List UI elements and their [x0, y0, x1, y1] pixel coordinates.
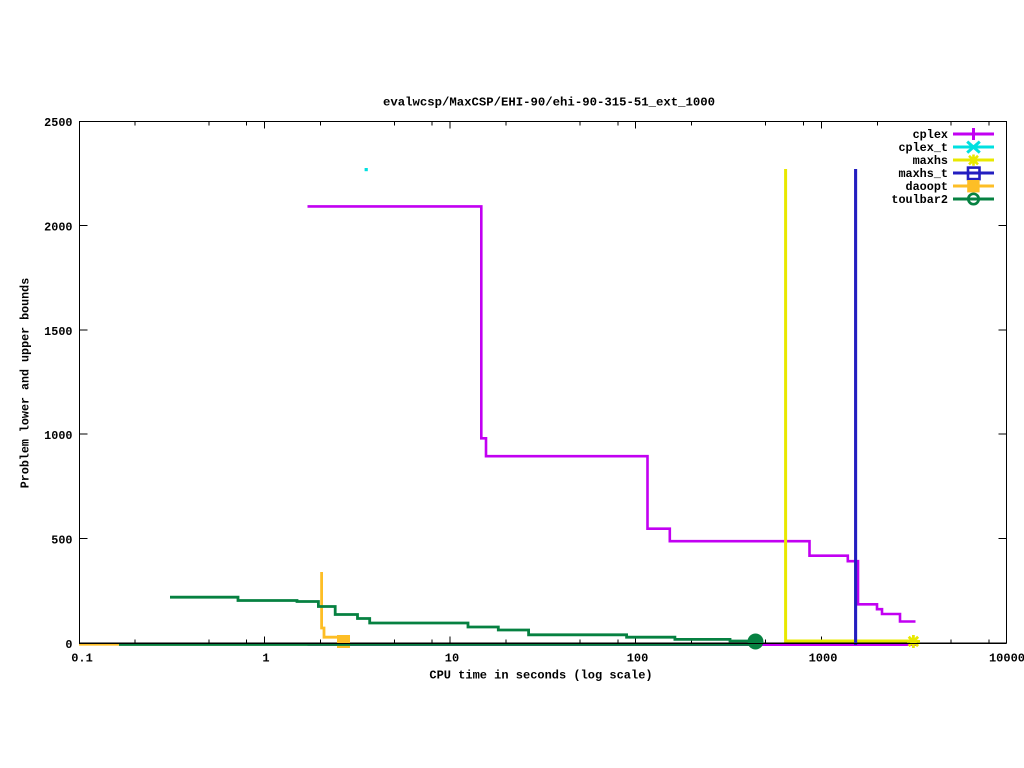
svg-text:2000: 2000 [44, 220, 72, 234]
svg-text:500: 500 [51, 534, 72, 548]
svg-text:0: 0 [65, 638, 72, 652]
svg-text:0.1: 0.1 [71, 652, 93, 666]
svg-text:evalwcsp/MaxCSP/EHI-90/ehi-90-: evalwcsp/MaxCSP/EHI-90/ehi-90-315-51_ext… [383, 96, 715, 110]
svg-text:cplex_t: cplex_t [898, 141, 948, 155]
svg-text:maxhs_t: maxhs_t [898, 167, 948, 181]
svg-text:1: 1 [262, 652, 269, 666]
svg-text:10: 10 [445, 652, 459, 666]
svg-text:1000: 1000 [44, 429, 72, 443]
svg-text:cplex: cplex [913, 128, 948, 142]
svg-text:2500: 2500 [44, 116, 72, 130]
svg-text:maxhs: maxhs [913, 154, 948, 168]
svg-text:daoopt: daoopt [906, 180, 948, 194]
svg-text:toulbar2: toulbar2 [891, 193, 948, 207]
svg-text:100: 100 [627, 652, 649, 666]
svg-text:10000: 10000 [989, 652, 1024, 666]
svg-text:Problem lower and upper bounds: Problem lower and upper bounds [19, 278, 33, 488]
svg-text:1500: 1500 [44, 325, 72, 339]
svg-text:1000: 1000 [809, 652, 838, 666]
svg-text:CPU time in seconds (log scale: CPU time in seconds (log scale) [429, 669, 652, 683]
